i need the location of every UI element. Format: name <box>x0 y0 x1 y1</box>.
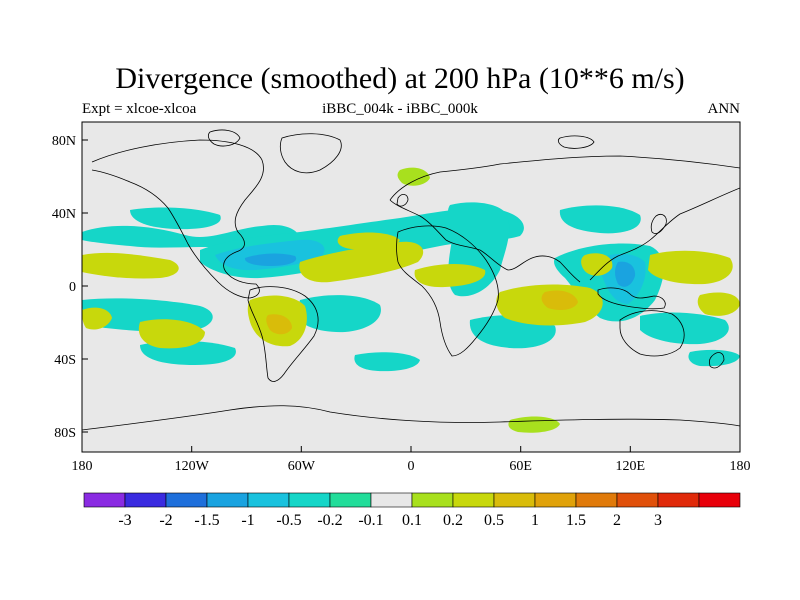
colorbar-label: 1 <box>531 512 539 529</box>
lat-tick-label: 40N <box>52 207 76 222</box>
field-patch <box>688 349 740 367</box>
lat-tick-label: 80S <box>54 426 76 441</box>
coast-south-america <box>247 286 319 382</box>
field-patch <box>541 290 578 310</box>
field-patch <box>138 319 205 349</box>
field-patch <box>299 241 424 283</box>
colorbar-swatch <box>124 492 167 508</box>
colorbar-label: 0.2 <box>443 512 463 529</box>
plot-title: Divergence (smoothed) at 200 hPa (10**6 … <box>115 62 685 95</box>
lon-tick-label: 180 <box>72 459 93 474</box>
colorbar: -3 -2 -1.5 -1 -0.5 -0.2 -0.1 0.1 0.2 0.5 1 1.5 2 3 <box>83 492 741 529</box>
colorbar-swatch <box>329 492 372 508</box>
season-label: ANN <box>707 101 741 117</box>
colorbar-swatch <box>247 492 290 508</box>
colorbar-swatch <box>575 492 618 508</box>
coastlines <box>82 129 740 431</box>
field-patch <box>130 207 221 230</box>
experiment-label: Expt = xlcoe-xlcoa <box>82 101 197 117</box>
colorbar-swatch <box>616 492 659 508</box>
colorbar-label: 2 <box>613 512 621 529</box>
lon-tick-label: 60W <box>288 459 316 474</box>
lat-tick-label: 0 <box>69 280 76 295</box>
field-patch <box>296 295 381 333</box>
field-patch <box>640 312 729 345</box>
colorbar-label: -0.5 <box>276 512 301 529</box>
field-patch <box>648 250 733 285</box>
colorbar-swatch <box>534 492 577 508</box>
field-patch <box>397 167 430 186</box>
coast-new-zealand <box>709 352 725 369</box>
lon-tick-label: 60E <box>509 459 532 474</box>
coast-arctic-islands <box>207 129 595 149</box>
coast-australia <box>619 310 685 357</box>
colorbar-swatch <box>411 492 454 508</box>
field-patch <box>559 205 641 234</box>
field-patch <box>82 307 112 330</box>
coast-british-isles <box>396 194 409 207</box>
colorbar-swatch <box>83 492 126 508</box>
coast-north-america <box>91 139 264 299</box>
field-patch <box>414 264 486 288</box>
divergence-field <box>82 167 740 433</box>
field-patch <box>82 252 179 279</box>
colorbar-label: -0.1 <box>358 512 383 529</box>
colorbar-label: -3 <box>118 512 131 529</box>
colorbar-swatch <box>165 492 208 508</box>
case-label: iBBC_004k - iBBC_000k <box>322 101 478 117</box>
colorbar-label: 0.5 <box>484 512 504 529</box>
field-patch <box>697 292 740 316</box>
coast-africa <box>396 225 499 357</box>
lat-tick-label: 80N <box>52 134 76 149</box>
lat-tick-label: 40S <box>54 353 76 368</box>
field-patch <box>581 253 613 276</box>
colorbar-label: -1.5 <box>194 512 219 529</box>
field-patch <box>615 261 636 287</box>
colorbar-label: -1 <box>241 512 254 529</box>
colorbar-swatch <box>657 492 700 508</box>
colorbar-swatch <box>493 492 536 508</box>
coast-antarctica <box>82 405 740 431</box>
colorbar-swatch <box>370 492 413 508</box>
lon-tick-label: 120E <box>616 459 646 474</box>
coast-eurasia <box>389 155 740 283</box>
colorbar-swatch <box>452 492 495 508</box>
colorbar-label: -2 <box>159 512 172 529</box>
colorbar-label: 3 <box>654 512 662 529</box>
coast-japan <box>650 214 667 234</box>
lon-tick-label: 180 <box>730 459 751 474</box>
lon-tick-label: 120W <box>175 459 210 474</box>
coast-indonesia <box>597 287 666 310</box>
field-patch <box>244 253 297 266</box>
lon-tick-label: 0 <box>408 459 415 474</box>
field-patch <box>266 314 292 335</box>
colorbar-label: 0.1 <box>402 512 422 529</box>
colorbar-swatch <box>288 492 331 508</box>
coast-greenland <box>279 133 342 174</box>
longitude-axis: 180 120W 60W 0 60E 120E 180 <box>72 446 751 474</box>
colorbar-swatch <box>206 492 249 508</box>
colorbar-label: -0.2 <box>317 512 342 529</box>
latitude-axis: 80N 40N 0 40S 80S <box>52 134 88 441</box>
field-patch <box>337 232 400 250</box>
colorbar-swatch <box>698 492 741 508</box>
field-patch <box>354 352 420 372</box>
colorbar-label: 1.5 <box>566 512 586 529</box>
